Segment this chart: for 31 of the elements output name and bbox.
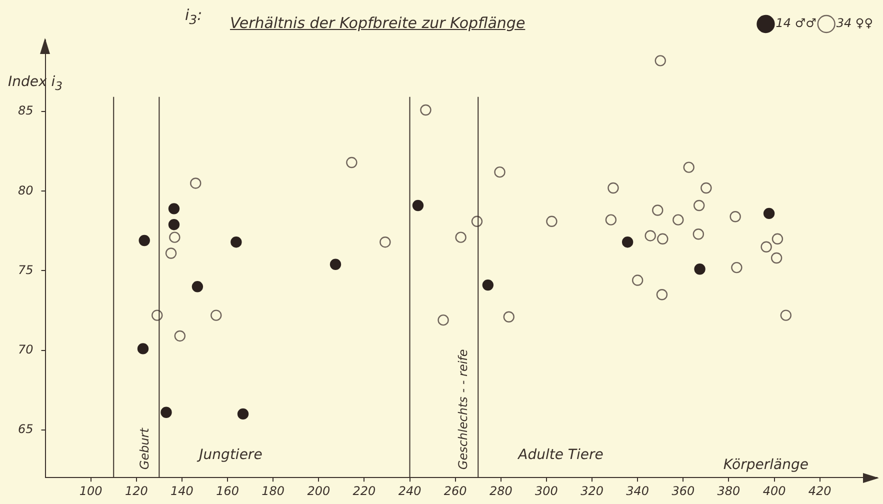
x-tick-label: 360: [672, 484, 695, 498]
x-tick-label: 160: [216, 484, 240, 498]
y-tick-label: 75: [18, 262, 34, 277]
x-tick-label: 100: [79, 484, 103, 498]
x-tick-label: 400: [762, 484, 786, 498]
x-tick-label: 140: [170, 484, 194, 498]
x-tick-label: 420: [808, 484, 832, 498]
annotation: Jungtiere: [196, 447, 262, 464]
x-axis-title: Körperlänge: [723, 457, 808, 474]
x-tick-label: 300: [535, 484, 558, 498]
x-tick-label: 220: [352, 484, 376, 498]
x-tick-label: 320: [580, 484, 604, 498]
y-tick-label: 70: [18, 342, 34, 356]
x-tick-label: 120: [124, 484, 148, 498]
legend-label: 34 ♀♀: [836, 16, 874, 30]
x-tick-label: 380: [717, 484, 741, 498]
x-tick-label: 280: [489, 484, 513, 498]
y-tick-label: 65: [18, 422, 34, 436]
x-tick-label: 180: [262, 484, 285, 498]
chart-title: Verhältnis der Kopfbreite zur Kopflänge: [230, 14, 526, 32]
x-tick-label: 340: [626, 484, 650, 498]
ref-line-label: Geburt: [137, 426, 152, 470]
x-tick-label: 240: [398, 484, 422, 498]
y-tick-label: 85: [18, 104, 34, 118]
annotation: Adulte Tiere: [517, 447, 604, 464]
legend-label: 14 ♂♂: [776, 16, 816, 30]
y-tick-label: 80: [18, 183, 34, 198]
x-tick-label: 200: [307, 484, 330, 498]
chart-subtitle: i$_{3}$:: [185, 6, 202, 27]
ref-line-label: Geschlechts - - reife: [456, 349, 470, 470]
x-tick-label: 260: [444, 484, 468, 498]
